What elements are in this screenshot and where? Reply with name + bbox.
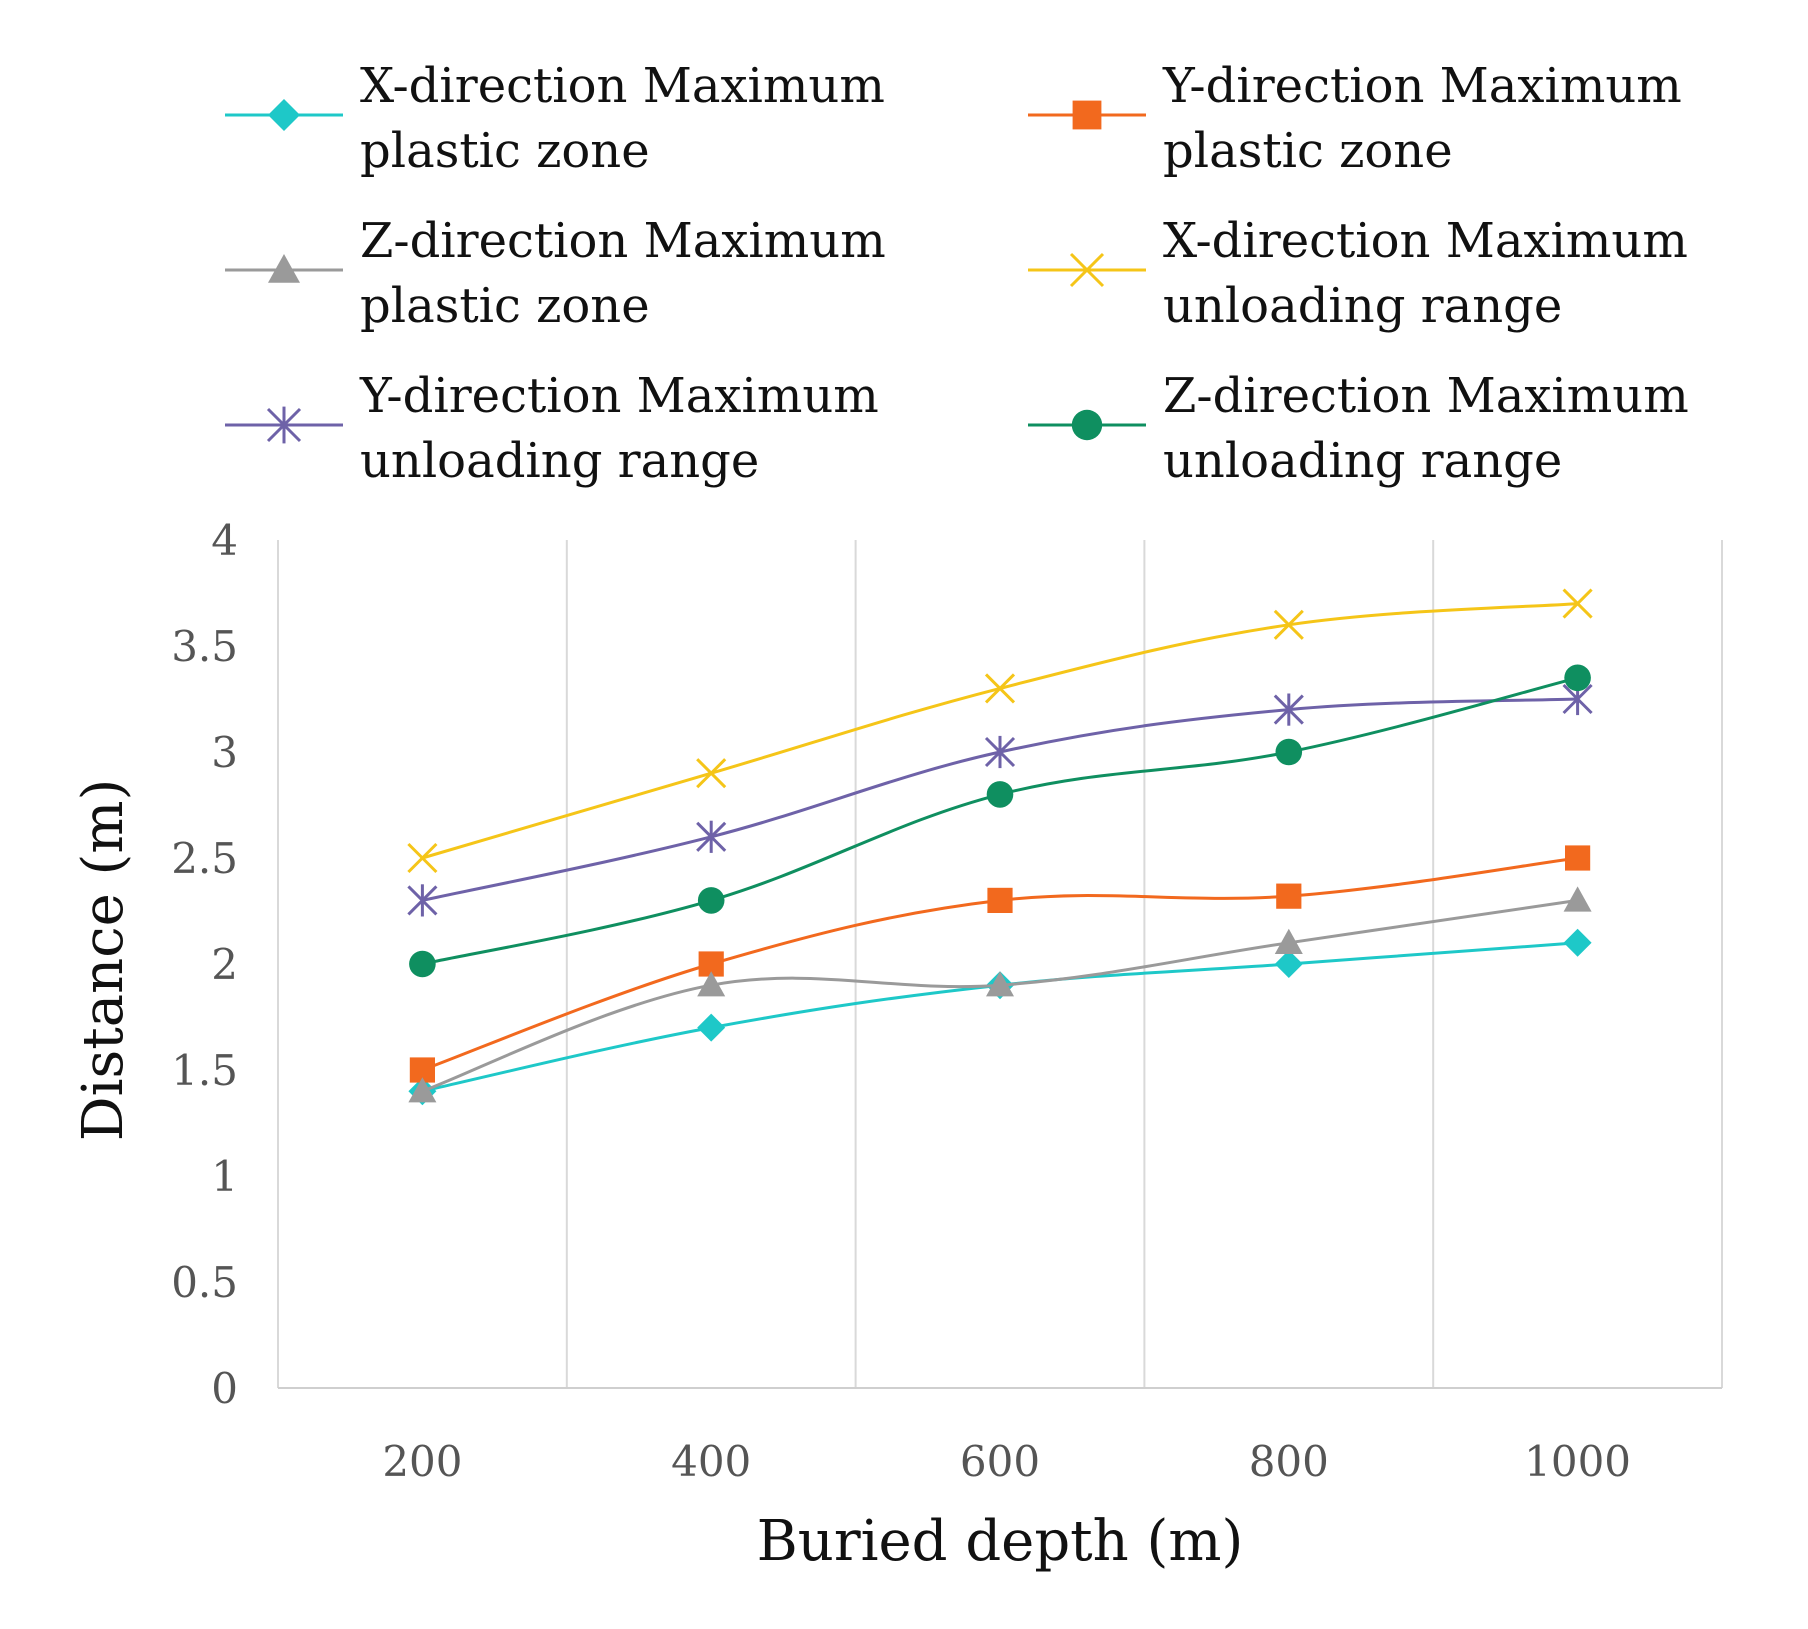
data-point	[1562, 588, 1593, 619]
data-point	[1273, 609, 1304, 640]
y-tick-label: 2	[211, 940, 238, 989]
y-tick-label: 3.5	[171, 622, 238, 671]
legend-label-line2: plastic zone	[1163, 123, 1453, 179]
data-point	[696, 758, 727, 789]
y-tick-label: 0.5	[171, 1258, 238, 1307]
data-point	[407, 842, 438, 874]
legend-label-line1: Y-direction Maximum	[359, 368, 879, 424]
y-axis-title: Distance (m)	[71, 779, 136, 1142]
legend-label-line1: Z-direction Maximum	[360, 213, 886, 269]
data-point	[408, 1077, 437, 1103]
legend-item-1: X-direction Maximum plastic zone	[225, 58, 885, 179]
x-tick-label: 800	[1249, 1437, 1329, 1486]
legend-marker	[1072, 100, 1102, 130]
data-point	[984, 735, 1016, 769]
legend-label-line2: unloading range	[1163, 278, 1562, 334]
data-point	[987, 887, 1013, 913]
legend-marker	[268, 99, 300, 131]
data-point	[1274, 928, 1303, 954]
legend-label-line2: plastic zone	[360, 278, 650, 334]
legend-item-3: Z-direction Maximum plastic zone	[225, 213, 886, 334]
legend-item-4: X-direction Maximum unloading range	[1028, 213, 1688, 334]
data-point	[986, 781, 1014, 808]
series-line	[421, 602, 1578, 860]
data-point	[697, 887, 725, 914]
data-point	[407, 884, 438, 917]
legend-label-line2: unloading range	[1163, 433, 1562, 489]
data-point	[1274, 950, 1303, 978]
legend-label-line1: Z-direction Maximum	[1163, 368, 1689, 424]
legend-label-line1: X-direction Maximum	[1163, 213, 1688, 269]
y-tick-label: 4	[211, 516, 238, 565]
data-point	[1565, 845, 1591, 871]
legend-label-line1: Y-direction Maximum	[1162, 58, 1682, 114]
series-group	[407, 588, 1593, 1106]
x-tick-label: 400	[671, 1437, 751, 1486]
data-point	[1275, 738, 1303, 766]
series-4	[407, 588, 1593, 874]
legend-item-6: Z-direction Maximum unloading range	[1028, 368, 1689, 489]
data-point	[697, 1013, 726, 1042]
axes: 200 400 600 800 1000 0 0.5 1 1.5 2 2.5 3 3.5 4	[171, 516, 1722, 1486]
grid	[277, 540, 1723, 1388]
x-tick-label: 600	[960, 1437, 1040, 1486]
data-point	[1563, 886, 1592, 912]
legend-label-line2: unloading range	[360, 433, 759, 489]
x-tick-label: 1000	[1524, 1437, 1631, 1486]
data-point	[1564, 664, 1591, 692]
data-point	[984, 673, 1016, 704]
data-point	[986, 971, 1014, 997]
series-1	[408, 928, 1592, 1106]
series-line	[422, 941, 1578, 1093]
y-tick-label: 0	[211, 1364, 238, 1413]
legend-item-2: Y-direction Maximum plastic zone	[1028, 58, 1682, 179]
y-tick-label: 1	[211, 1152, 238, 1201]
data-point	[1273, 693, 1304, 726]
x-axis-title: Buried depth (m)	[757, 1509, 1244, 1574]
legend-item-5: Y-direction Maximum unloading range	[225, 368, 879, 489]
data-point	[409, 950, 436, 978]
series-6	[409, 664, 1591, 978]
y-tick-label: 3	[211, 728, 238, 777]
legend-label-line1: X-direction Maximum	[360, 58, 885, 114]
series-line	[422, 676, 1578, 966]
x-tick-label: 200	[382, 1437, 462, 1486]
series-5	[407, 682, 1593, 917]
legend-label-line2: plastic zone	[360, 123, 650, 179]
legend-marker	[268, 254, 300, 283]
legend-marker	[1069, 252, 1105, 288]
legend-marker	[1071, 409, 1103, 441]
series-3	[408, 886, 1592, 1103]
data-point	[697, 971, 726, 997]
data-point	[1563, 928, 1592, 957]
series-2	[409, 845, 1591, 1083]
data-point	[696, 820, 727, 853]
legend-marker	[266, 406, 302, 444]
y-tick-label: 2.5	[171, 834, 238, 883]
data-point	[1276, 883, 1302, 909]
y-tick-label: 1.5	[171, 1046, 238, 1095]
